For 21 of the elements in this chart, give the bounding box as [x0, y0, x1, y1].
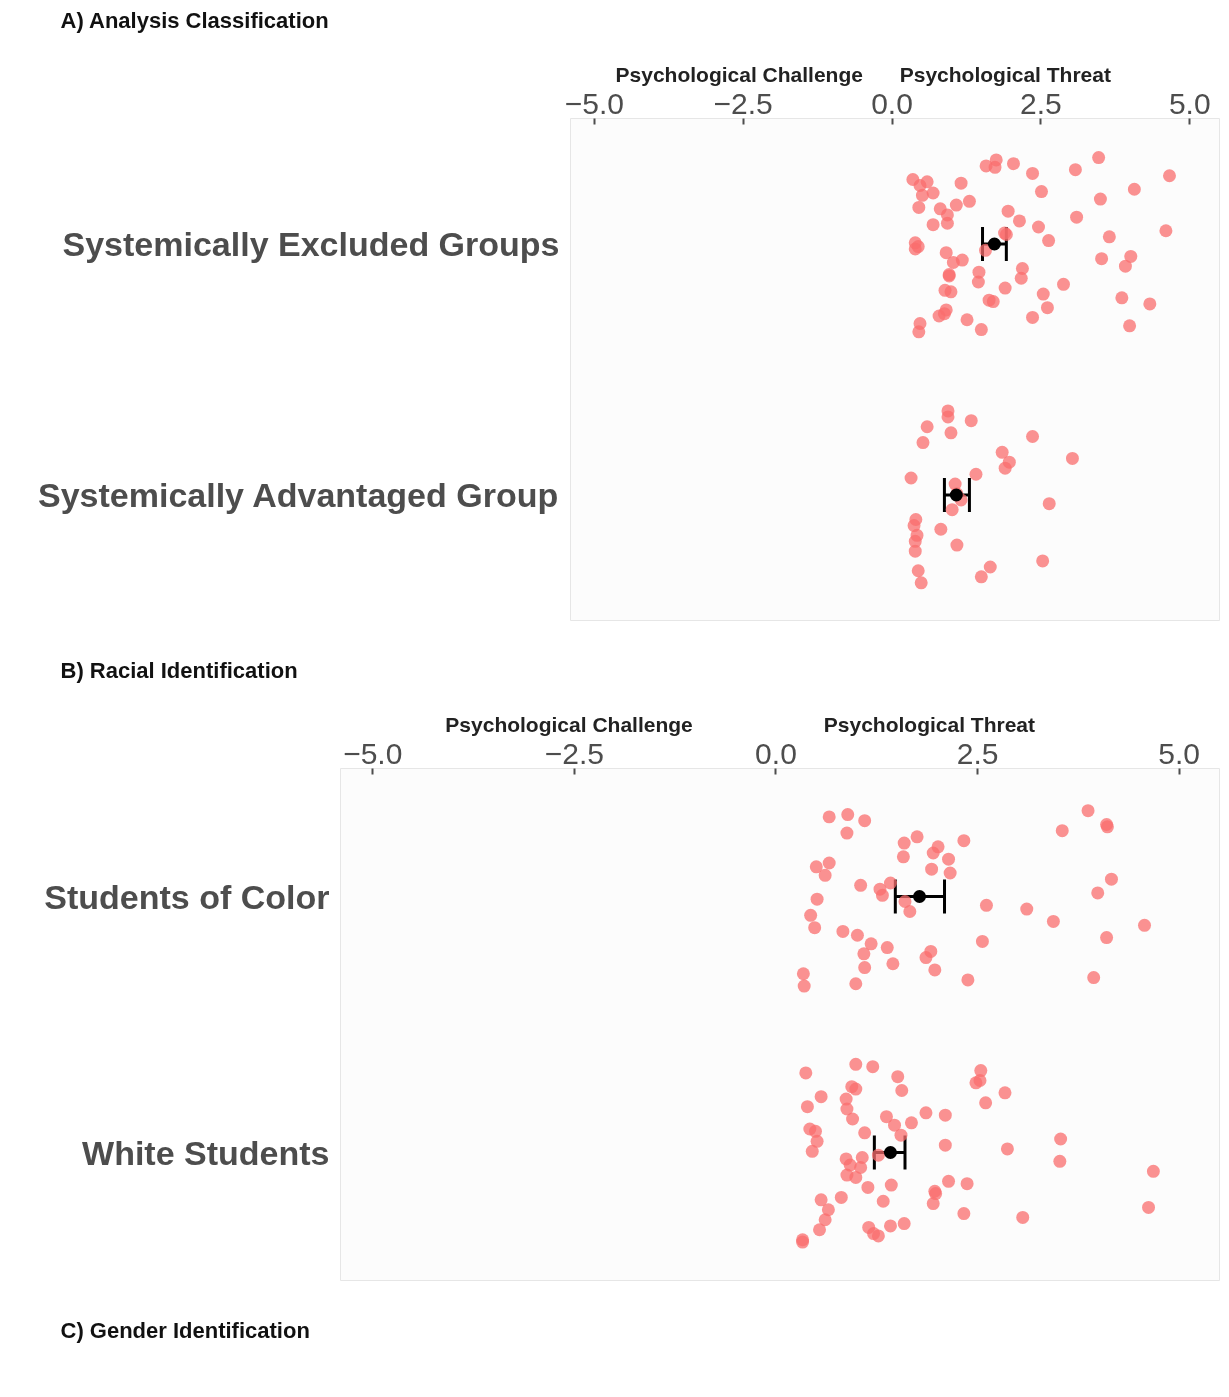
text: Psychological Challenge [445, 713, 693, 737]
x-tick-label: 5.0 [1158, 736, 1201, 770]
text: Psychological Threat [823, 713, 1036, 737]
y-tick-label: White Students [82, 1133, 330, 1172]
chart-title: B) Racial Identification [60, 657, 298, 683]
text: C) Gender Identification [60, 1317, 310, 1343]
text: Psychological Threat [899, 63, 1111, 87]
y-tick-label: Systemically Excluded Groups [62, 225, 560, 263]
text: A) Analysis Classification [60, 7, 329, 33]
x-tick-label: 0.0 [871, 86, 913, 120]
x-tick-label: 2.5 [1020, 86, 1062, 120]
x-tick-label: −5.0 [564, 86, 624, 120]
y-tick-label: Systemically Advantaged Group [38, 476, 559, 514]
x-tick-label: 5.0 [1168, 86, 1211, 120]
x-tick-label: 2.5 [956, 736, 999, 770]
x-tick-label: −2.5 [713, 86, 773, 120]
y-tick-label: Students of Color [44, 877, 330, 916]
x-tick-label: −5.0 [343, 736, 403, 770]
x-tick-label: 0.0 [755, 736, 797, 770]
x-tick-label: −2.5 [544, 736, 604, 770]
text: Psychological Challenge [615, 63, 863, 87]
